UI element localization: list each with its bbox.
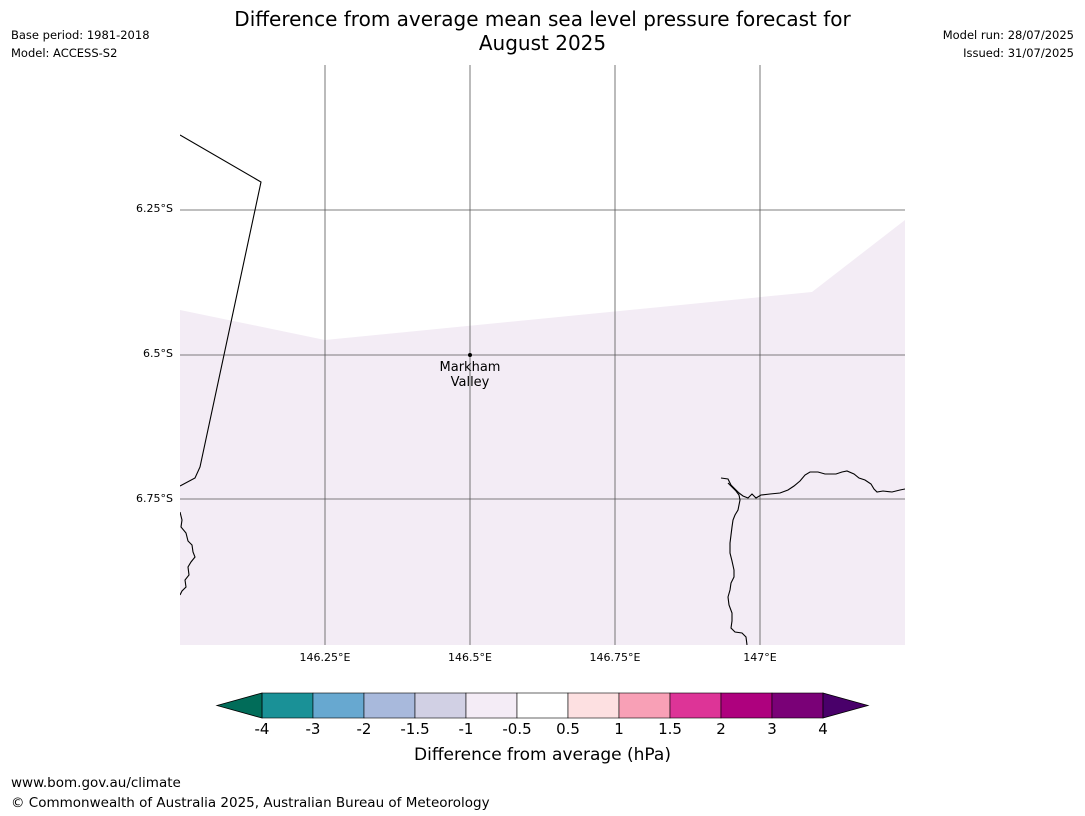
colorbar-segment — [771, 692, 824, 719]
place-label-markham-valley: Markham Valley — [420, 360, 520, 390]
issued-date: Issued: 31/07/2025 — [963, 46, 1074, 60]
colorbar-under-arrow — [215, 692, 263, 719]
colorbar-tick-label: 1 — [614, 720, 624, 738]
lat-label-6-25: 6.25°S — [136, 202, 173, 215]
lon-label-146-5: 146.5°E — [448, 651, 492, 664]
chart-title: Difference from average mean sea level p… — [0, 7, 1085, 55]
colorbar-tick-label: -1.5 — [400, 720, 430, 738]
colorbar-tick-label: 3 — [767, 720, 777, 738]
base-period: Base period: 1981-2018 — [11, 28, 150, 42]
colorbar-segment — [465, 692, 518, 719]
lat-label-6-5: 6.5°S — [143, 347, 173, 360]
colorbar-tick-label: 2 — [716, 720, 726, 738]
colorbar-over-arrow — [822, 692, 870, 719]
colorbar — [215, 692, 870, 719]
colorbar-segments — [261, 692, 824, 719]
lat-label-6-75: 6.75°S — [136, 492, 173, 505]
lon-label-147: 147°E — [743, 651, 777, 664]
colorbar-tick-label: 1.5 — [658, 720, 682, 738]
title-line-1: Difference from average mean sea level p… — [234, 7, 851, 31]
place-name-line-1: Markham — [439, 360, 501, 375]
colorbar-tick-label: 0.5 — [556, 720, 580, 738]
colorbar-segment — [618, 692, 671, 719]
boundary-line-west — [180, 134, 262, 487]
place-name-line-2: Valley — [450, 375, 490, 390]
coastline — [180, 134, 905, 645]
meta-left: Base period: 1981-2018 Model: ACCESS-S2 — [11, 26, 150, 62]
colorbar-segment — [261, 692, 314, 719]
colorbar-tick-label: -0.5 — [502, 720, 532, 738]
coast-line-southwest — [180, 511, 196, 596]
colorbar-tick-label: -2 — [356, 720, 372, 738]
colorbar-segment — [669, 692, 722, 719]
colorbar-tick-label: 4 — [818, 720, 828, 738]
colorbar-segment — [363, 692, 416, 719]
map-panel — [180, 65, 905, 645]
lon-label-146-75: 146.75°E — [589, 651, 641, 664]
graticule — [180, 65, 905, 645]
footer-url: www.bom.gov.au/climate — [11, 775, 181, 791]
colorbar-tick-label: -1 — [458, 720, 474, 738]
colorbar-tick-label: -3 — [305, 720, 321, 738]
colorbar-segment — [312, 692, 365, 719]
colorbar-segment — [720, 692, 773, 719]
colorbar-tick-label: -4 — [254, 720, 270, 738]
model-run: Model run: 28/07/2025 — [942, 28, 1074, 42]
colorbar-segment — [516, 692, 569, 719]
model-name: Model: ACCESS-S2 — [11, 46, 118, 60]
colorbar-segment — [414, 692, 467, 719]
colorbar-label: Difference from average (hPa) — [414, 745, 671, 765]
coast-line-southeast — [720, 470, 905, 499]
river-line — [727, 482, 748, 645]
title-line-2: August 2025 — [478, 31, 607, 55]
footer-copyright: © Commonwealth of Australia 2025, Austra… — [11, 795, 490, 811]
lon-label-146-25: 146.25°E — [299, 651, 351, 664]
markham-valley-marker — [468, 353, 472, 357]
anomaly-fill-region — [180, 220, 905, 645]
meta-right: Model run: 28/07/2025 Issued: 31/07/2025 — [943, 26, 1074, 62]
colorbar-segment — [567, 692, 620, 719]
